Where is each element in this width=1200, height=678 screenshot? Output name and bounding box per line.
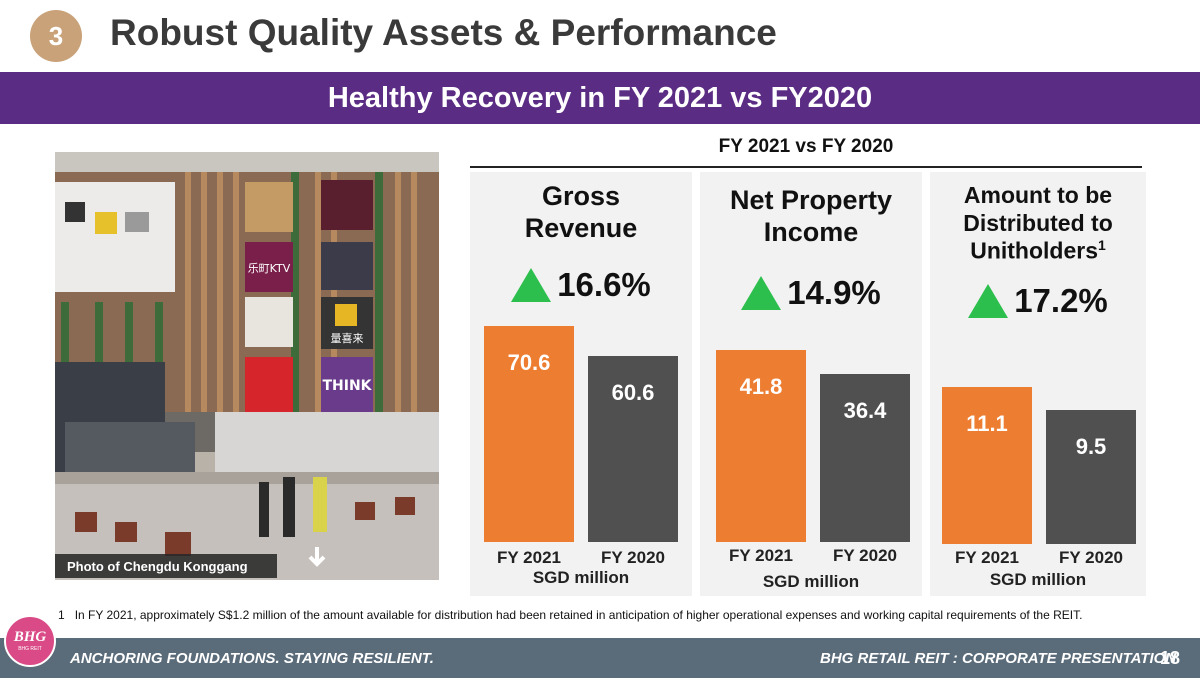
panel-distribution-to-unitholders: Amount to be Distributed to Unitholders1… bbox=[930, 172, 1146, 596]
x-label-fy2021: FY 2021 bbox=[729, 546, 793, 565]
mall-photo: 乐町KTV THINK 量喜来 bbox=[55, 152, 439, 580]
x-label-fy2021: FY 2021 bbox=[955, 548, 1019, 567]
growth-indicator: 14.9% bbox=[700, 274, 922, 312]
sign-ktv: 乐町KTV bbox=[248, 262, 291, 275]
panel-net-property-income: Net Property Income 14.9% 41.8 36.4 FY 2… bbox=[700, 172, 922, 596]
up-triangle-icon bbox=[511, 268, 552, 302]
unit-label: SGD million bbox=[532, 568, 630, 587]
panel-heading: Gross Revenue bbox=[524, 181, 638, 244]
unit-label: SGD million bbox=[989, 570, 1087, 589]
panel-heading: Amount to be Distributed to Unitholders1 bbox=[963, 182, 1113, 264]
up-triangle-icon bbox=[968, 284, 1009, 318]
footnote: 1 In FY 2021, approximately S$1.2 millio… bbox=[58, 608, 1082, 622]
footer-tagline: ANCHORING FOUNDATIONS. STAYING RESILIENT… bbox=[70, 650, 434, 667]
x-label-fy2020: FY 2020 bbox=[601, 548, 665, 567]
mall-building-illustration: 乐町KTV THINK 量喜来 bbox=[55, 152, 439, 580]
photo-caption: Photo of Chengdu Konggang bbox=[55, 554, 277, 578]
comparison-divider bbox=[470, 166, 1142, 168]
footer-bar bbox=[0, 638, 1200, 678]
growth-indicator: 16.6% bbox=[470, 266, 692, 304]
bar-fy2020: 60.6 bbox=[588, 356, 678, 542]
footer-presentation-title: BHG RETAIL REIT : CORPORATE PRESENTATION bbox=[820, 650, 1177, 667]
subtitle-banner: Healthy Recovery in FY 2021 vs FY2020 bbox=[0, 72, 1200, 124]
bar-fy2021: 11.1 bbox=[942, 387, 1032, 544]
x-label-fy2020: FY 2020 bbox=[833, 546, 897, 565]
panel-heading: Net Property Income bbox=[729, 185, 893, 248]
x-label-fy2020: FY 2020 bbox=[1059, 548, 1123, 567]
sign-think: THINK bbox=[322, 378, 372, 394]
sign-shop: 量喜来 bbox=[331, 332, 364, 345]
panel-gross-revenue: Gross Revenue 16.6% 70.6 60.6 FY 2021 FY… bbox=[470, 172, 692, 596]
bar-fy2021: 41.8 bbox=[716, 350, 806, 542]
footnote-marker: 1 bbox=[1097, 237, 1106, 254]
unit-label: SGD million bbox=[762, 572, 860, 591]
x-label-fy2021: FY 2021 bbox=[497, 548, 561, 567]
up-triangle-icon bbox=[741, 276, 782, 310]
page-number: 18 bbox=[1160, 648, 1181, 668]
growth-indicator: 17.2% bbox=[930, 282, 1146, 320]
section-number-badge: 3 bbox=[30, 10, 82, 62]
bar-fy2020: 36.4 bbox=[820, 374, 910, 542]
footnote-number: 1 bbox=[58, 608, 65, 622]
bar-fy2020: 9.5 bbox=[1046, 410, 1136, 544]
page-title: Robust Quality Assets & Performance bbox=[110, 12, 777, 53]
bar-fy2021: 70.6 bbox=[484, 326, 574, 542]
bhg-logo: BHG BHG REIT bbox=[4, 615, 56, 667]
comparison-title: FY 2021 vs FY 2020 bbox=[718, 136, 894, 157]
footnote-text: In FY 2021, approximately S$1.2 million … bbox=[74, 608, 1083, 622]
